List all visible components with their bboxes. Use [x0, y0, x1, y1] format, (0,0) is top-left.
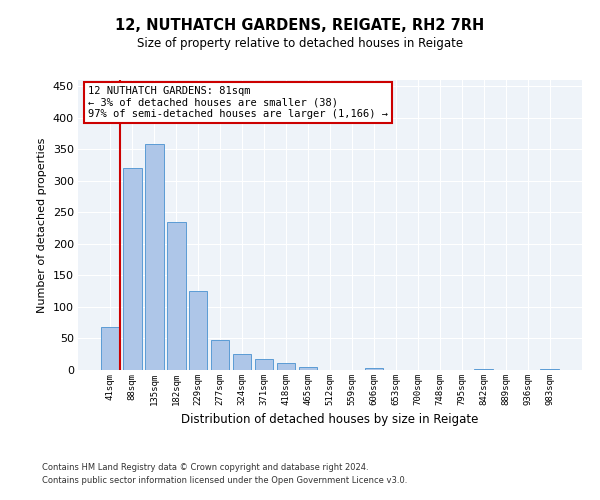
X-axis label: Distribution of detached houses by size in Reigate: Distribution of detached houses by size …	[181, 414, 479, 426]
Bar	[167, 222, 185, 370]
Bar	[255, 360, 274, 370]
Bar	[541, 368, 559, 370]
Bar	[101, 327, 119, 370]
Bar	[189, 290, 208, 370]
Text: Contains public sector information licensed under the Open Government Licence v3: Contains public sector information licen…	[42, 476, 407, 485]
Bar	[145, 144, 164, 370]
Bar	[299, 368, 317, 370]
Bar	[365, 368, 383, 370]
Y-axis label: Number of detached properties: Number of detached properties	[37, 138, 47, 312]
Bar	[123, 168, 142, 370]
Text: 12, NUTHATCH GARDENS, REIGATE, RH2 7RH: 12, NUTHATCH GARDENS, REIGATE, RH2 7RH	[115, 18, 485, 32]
Text: Size of property relative to detached houses in Reigate: Size of property relative to detached ho…	[137, 38, 463, 51]
Bar	[233, 354, 251, 370]
Text: Contains HM Land Registry data © Crown copyright and database right 2024.: Contains HM Land Registry data © Crown c…	[42, 464, 368, 472]
Bar	[475, 368, 493, 370]
Bar	[211, 340, 229, 370]
Bar	[277, 363, 295, 370]
Text: 12 NUTHATCH GARDENS: 81sqm
← 3% of detached houses are smaller (38)
97% of semi-: 12 NUTHATCH GARDENS: 81sqm ← 3% of detac…	[88, 86, 388, 119]
